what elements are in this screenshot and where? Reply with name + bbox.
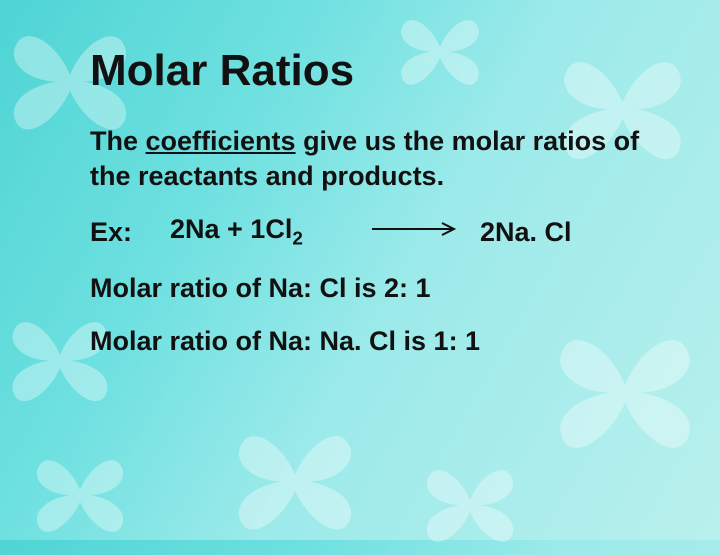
butterfly-icon	[30, 440, 130, 545]
equation-line: Ex: 2Na + 1Cl2 2Na. Cl	[90, 214, 640, 250]
para-underlined: coefficients	[146, 126, 296, 156]
para-prefix: The	[90, 126, 146, 156]
equation-label: Ex:	[90, 217, 170, 248]
equation-subscript: 2	[292, 229, 303, 250]
butterfly-icon	[420, 450, 520, 555]
ratio-line-2: Molar ratio of Na: Na. Cl is 1: 1	[90, 326, 640, 357]
slide-content: Molar Ratios The coefficients give us th…	[0, 0, 720, 399]
ratio-line-1: Molar ratio of Na: Cl is 2: 1	[90, 273, 640, 304]
equation-left-text: 2Na + 1Cl	[170, 214, 292, 244]
equation-right: 2Na. Cl	[470, 217, 572, 248]
butterfly-icon	[230, 410, 360, 547]
equation-left: 2Na + 1Cl2	[170, 214, 370, 250]
page-title: Molar Ratios	[90, 46, 640, 96]
intro-paragraph: The coefficients give us the molar ratio…	[90, 124, 640, 194]
reaction-arrow-icon	[370, 221, 470, 237]
